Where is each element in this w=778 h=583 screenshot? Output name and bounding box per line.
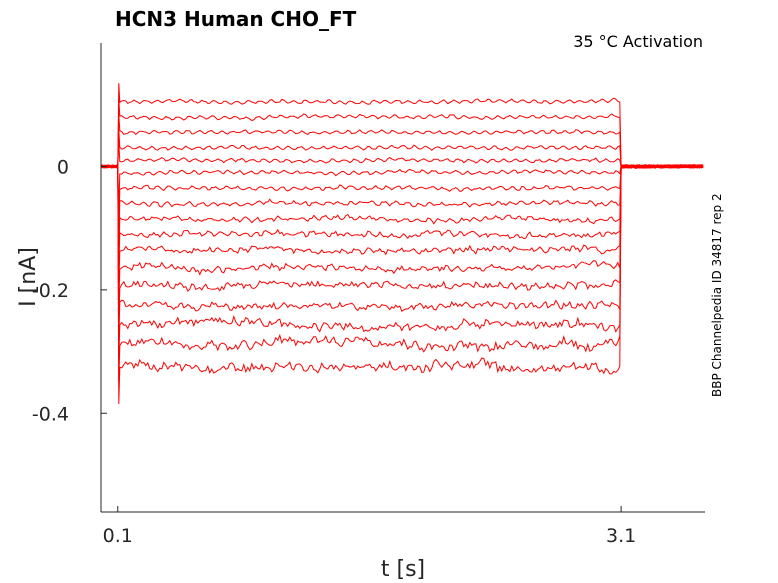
current-trace-9 <box>100 164 704 256</box>
current-trace-1 <box>100 83 704 170</box>
current-trace-3 <box>100 113 704 169</box>
current-trace-13 <box>100 164 704 324</box>
current-trace-15 <box>100 163 704 361</box>
current-trace-4 <box>100 129 704 169</box>
current-trace-14 <box>100 164 704 343</box>
x-tick-label: 0.1 <box>103 525 133 547</box>
current-trace-2 <box>100 98 704 169</box>
y-tick-label: -0.2 <box>32 280 69 302</box>
ticks-group: 0.1 3.1 0 -0.2 -0.4 <box>32 156 636 547</box>
current-trace-8 <box>100 163 704 241</box>
current-trace-16 <box>100 164 704 383</box>
current-trace-6 <box>100 163 704 210</box>
y-tick-label: -0.4 <box>32 403 69 425</box>
traces-group <box>100 83 704 405</box>
y-axis-label: I [nA] <box>16 247 41 307</box>
current-trace-17 <box>100 164 704 405</box>
current-trace-12 <box>100 163 704 306</box>
current-trace-11 <box>100 164 704 287</box>
current-trace-7 <box>100 164 704 226</box>
channelpedia-id-label: BBP Channelpedia ID 34817 rep 2 <box>710 193 724 397</box>
current-trace-5 <box>100 141 704 169</box>
y-tick-label: 0 <box>57 156 69 178</box>
x-tick-label: 3.1 <box>606 525 636 547</box>
chart-subtitle: 35 °C Activation <box>573 32 703 51</box>
current-trace-10 <box>100 162 704 272</box>
x-axis-label: t [s] <box>381 557 425 582</box>
chart-title: HCN3 Human CHO_FT <box>115 7 357 31</box>
